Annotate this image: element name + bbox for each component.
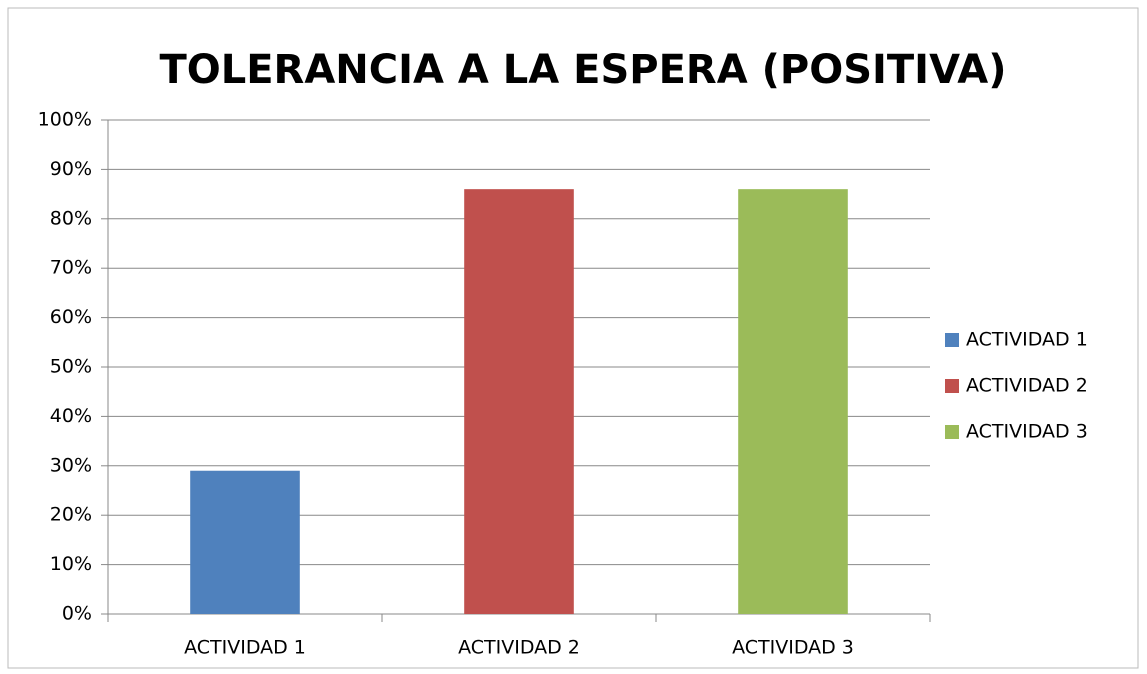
legend-label: ACTIVIDAD 3 — [966, 421, 1088, 443]
y-tick-label: 90% — [50, 158, 92, 180]
y-tick-label: 80% — [50, 207, 92, 229]
y-tick-label: 0% — [62, 603, 92, 625]
chart-title: TOLERANCIA A LA ESPERA (POSITIVA) — [159, 47, 1006, 93]
y-tick-label: 70% — [50, 257, 92, 279]
y-tick-label: 100% — [38, 109, 92, 131]
legend-swatch — [945, 333, 959, 347]
bar — [464, 189, 574, 614]
y-tick-label: 60% — [50, 306, 92, 328]
y-tick-label: 20% — [50, 504, 92, 526]
y-tick-label: 30% — [50, 454, 92, 476]
x-tick-label: ACTIVIDAD 3 — [732, 637, 854, 659]
bar — [190, 470, 300, 614]
legend-swatch — [945, 379, 959, 393]
y-tick-label: 10% — [50, 553, 92, 575]
y-tick-label: 50% — [50, 356, 92, 378]
x-tick-label: ACTIVIDAD 2 — [458, 637, 580, 659]
y-tick-label: 40% — [50, 405, 92, 427]
legend-swatch — [945, 425, 959, 439]
bar — [738, 189, 848, 614]
legend-label: ACTIVIDAD 1 — [966, 329, 1088, 351]
x-tick-label: ACTIVIDAD 1 — [184, 637, 306, 659]
legend-label: ACTIVIDAD 2 — [966, 375, 1088, 397]
